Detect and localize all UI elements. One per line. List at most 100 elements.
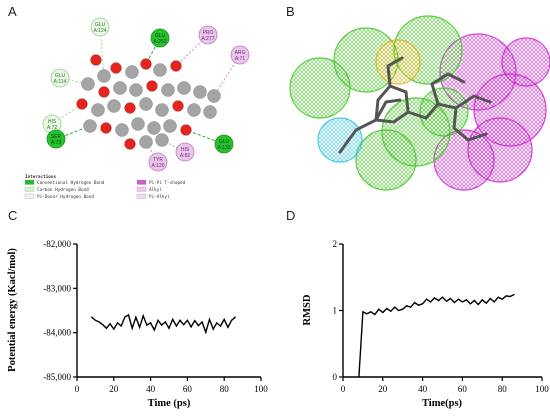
carbon-atom <box>147 121 161 135</box>
data-point <box>497 296 499 298</box>
data-point <box>135 316 137 318</box>
data-point <box>186 319 188 321</box>
residue-circle <box>148 152 168 172</box>
data-point <box>216 322 218 324</box>
carbon-atom <box>81 77 95 91</box>
data-point <box>429 301 432 303</box>
data-point <box>234 316 236 318</box>
oxygen-atom <box>170 60 182 72</box>
legend-label: Pi-Donor Hydrogen Bond <box>37 194 94 200</box>
interaction-sphere <box>355 129 417 191</box>
carbon-atom <box>177 81 191 95</box>
data-point <box>175 325 177 327</box>
legend-swatch <box>24 179 35 185</box>
data-point <box>398 309 400 312</box>
data-point <box>390 310 392 312</box>
residue-nodes: GLUA:124GLUA:262PROA:277ARGA:71GLUA:114H… <box>42 17 250 172</box>
carbon-atom <box>107 99 121 113</box>
legend-item: Pi-Donor Hydrogen Bond <box>24 193 94 200</box>
residue-name: HIS <box>48 119 57 125</box>
data-point <box>161 324 163 326</box>
legend-swatch <box>136 179 147 185</box>
carbon-atom <box>163 119 177 133</box>
carbon-atom <box>125 65 139 79</box>
carbon-atom <box>129 83 143 97</box>
interaction-spheres <box>289 15 550 191</box>
legend-swatch <box>24 186 35 192</box>
data-point <box>109 323 111 325</box>
x-tick-label: 0 <box>75 384 80 394</box>
carbon-atom <box>187 103 201 117</box>
data-point <box>91 316 93 318</box>
legend-item: Pi-Pi T-shaped <box>136 179 186 186</box>
data-point <box>370 311 372 313</box>
carbon-atom <box>139 97 153 111</box>
carbon-atom <box>203 105 217 119</box>
x-tick-label: 100 <box>254 384 268 394</box>
data-point <box>116 322 119 324</box>
carbon-atom <box>115 123 129 137</box>
energy-series-line <box>91 313 236 335</box>
panel-d-letter: D <box>286 208 296 223</box>
residue-circle <box>175 142 195 162</box>
data-point <box>113 328 115 330</box>
data-point <box>378 308 380 310</box>
data-point <box>402 308 404 310</box>
oxygen-atom <box>100 122 112 134</box>
residue-id: A:124 <box>93 28 106 34</box>
data-point <box>465 299 467 301</box>
legend-label: Pi-Pi T-shaped <box>149 180 186 186</box>
residue-name: ARG <box>235 50 246 56</box>
carbon-atom <box>153 63 167 77</box>
carbon-atom <box>83 119 97 133</box>
carbon-atom <box>139 135 153 149</box>
data-point <box>131 327 133 329</box>
data-point <box>168 327 170 329</box>
x-axis-title: Time(ps) <box>422 398 463 409</box>
data-point <box>201 321 203 323</box>
oxygen-atom <box>140 58 152 70</box>
x-tick-label: 40 <box>418 384 428 394</box>
legend-swatch <box>136 193 147 199</box>
data-point <box>394 306 396 308</box>
data-point <box>190 326 192 328</box>
data-point <box>183 324 185 326</box>
data-point <box>157 319 159 321</box>
interaction-sphere <box>317 117 363 163</box>
x-tick-label: 80 <box>498 384 508 394</box>
residue-name: GLU <box>219 139 230 145</box>
potential-energy-chart: 0 20 40 60 80 100 -85,000 -84,000 -83,000 -82,000… <box>7 239 268 409</box>
data-point <box>362 311 364 313</box>
interaction-legend: Interactions Conventional Hydrogen BondC… <box>24 174 186 200</box>
oxygen-atom <box>90 54 102 66</box>
residue-circle <box>230 45 250 65</box>
data-point <box>386 307 388 310</box>
x-tick-label: 20 <box>109 384 119 394</box>
data-point <box>406 305 408 307</box>
residue-name: GLU <box>155 33 166 39</box>
data-point <box>418 304 420 306</box>
residue-circle <box>150 28 170 48</box>
data-point <box>208 318 211 320</box>
residue-id: A:82 <box>180 153 191 159</box>
data-point <box>509 295 511 298</box>
residue-name: TYR <box>153 157 163 163</box>
panel-b-letter: B <box>286 4 295 19</box>
data-point <box>142 315 144 317</box>
oxygen-atom <box>124 138 136 150</box>
oxygen-atom <box>76 98 88 110</box>
ligand-atoms <box>76 54 221 150</box>
oxygen-atom <box>124 102 136 114</box>
data-point <box>481 299 483 301</box>
data-point <box>172 318 174 320</box>
residue-circle <box>198 25 218 45</box>
rmsd-chart: 0 20 40 60 80 100 0 1 2 Time(ps) RMSD <box>302 239 549 409</box>
legend-label: Alkyl <box>149 187 162 193</box>
residue-id: A:73 <box>51 140 62 146</box>
